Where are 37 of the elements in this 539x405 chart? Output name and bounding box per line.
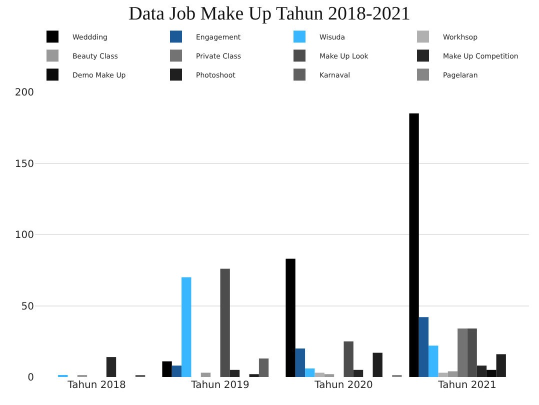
x-tick-label: Tahun 2019 [190,380,250,391]
bar [295,348,306,377]
bar [249,374,259,377]
bar [458,328,468,377]
bar [372,352,382,377]
bar [286,258,296,377]
bar [314,372,324,377]
y-tick-label: 100 [14,230,34,241]
x-tick-label: Tahun 2020 [314,380,373,391]
bar [438,372,448,377]
x-tick-label: Tahun 2021 [437,380,496,391]
y-tick-label: 200 [14,88,34,98]
bar [258,358,269,377]
bar [428,346,438,377]
bar [230,370,240,377]
bar [476,366,487,377]
x-tick-label: Tahun 2018 [66,380,126,391]
bar [353,370,364,377]
y-tick-label: 50 [21,301,34,312]
bar [172,366,182,377]
bar [418,317,429,377]
bar [448,371,458,377]
bar [182,277,192,377]
y-tick-label: 0 [28,372,34,384]
bar [106,357,116,377]
bar [344,341,354,377]
chart-title: Data Job Make Up Tahun 2018-2021 [128,3,410,24]
bar [486,370,496,377]
bar [324,374,334,377]
bar [496,354,506,377]
bar [200,372,211,377]
bar [409,113,419,377]
bar [162,361,172,377]
bar [467,328,477,377]
y-tick-label: 150 [14,158,34,170]
bar [220,268,230,377]
bar [305,368,315,377]
